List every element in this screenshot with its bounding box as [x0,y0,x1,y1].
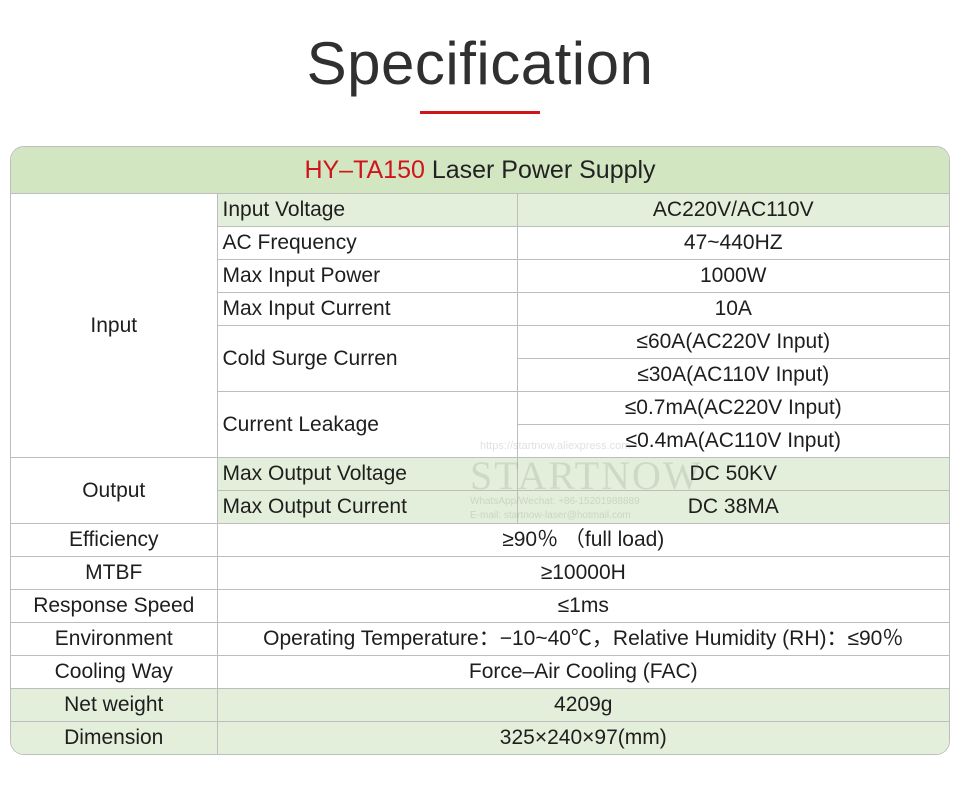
table-row: Cooling Way Force–Air Cooling (FAC) [11,655,949,689]
param-max-input-power: Max Input Power [217,259,518,293]
param-current-leakage: Current Leakage [217,391,518,458]
category-output: Output [11,457,218,524]
table-row: Net weight 4209g [11,688,949,722]
param-max-output-voltage: Max Output Voltage [216,457,518,491]
value-environment: Operating Temperature：−10~40℃，Relative H… [216,622,949,656]
label-environment: Environment [11,622,218,656]
table-row: Cold Surge Curren ≤60A(AC220V Input) [11,325,949,392]
value-current-leakage-110: ≤0.4mA(AC110V Input) [517,424,949,458]
table-caption: HY–TA150 Laser Power Supply [11,147,949,194]
table-row: ≤0.4mA(AC110V Input) [11,424,949,458]
title-underline [420,111,540,114]
value-dimension: 325×240×97(mm) [216,721,949,754]
table-row: MTBF ≥10000H [11,556,949,590]
value-response-speed: ≤1ms [216,589,949,623]
table-row: Input Input Voltage AC220V/AC110V [11,194,949,458]
value-cooling-way: Force–Air Cooling (FAC) [216,655,949,689]
caption-model: HY–TA150 [304,156,425,184]
value-ac-frequency: 47~440HZ [516,226,949,260]
value-max-output-voltage: DC 50KV [516,457,949,491]
label-response-speed: Response Speed [11,589,218,623]
value-cold-surge-110: ≤30A(AC110V Input) [517,358,949,392]
spec-table: HY–TA150 Laser Power Supply Input Input … [10,146,950,755]
label-net-weight: Net weight [11,688,218,722]
value-max-output-current: DC 38MA [516,490,949,524]
table-row: Max Input Power 1000W [11,259,949,293]
value-cold-surge-220: ≤60A(AC220V Input) [516,325,949,359]
page-title: Specification [306,30,654,97]
param-input-voltage: Input Voltage [216,194,518,227]
table-row: Environment Operating Temperature：−10~40… [11,622,949,656]
label-cooling-way: Cooling Way [11,655,218,689]
table-row: Dimension 325×240×97(mm) [11,721,949,754]
label-dimension: Dimension [11,721,218,754]
param-max-output-current: Max Output Current [217,490,518,524]
value-efficiency: ≥90％ （full load) [216,523,949,557]
value-max-input-power: 1000W [516,259,949,293]
value-mtbf: ≥10000H [216,556,949,590]
category-input: Input [11,194,218,458]
value-current-leakage-220: ≤0.7mA(AC220V Input) [516,391,949,425]
table-row: Output Max Output Voltage DC 50KV [11,457,949,524]
table-row: AC Frequency 47~440HZ [11,226,949,260]
table-row: Current Leakage ≤0.7mA(AC220V Input) [11,391,949,458]
label-efficiency: Efficiency [11,523,218,557]
table-row: ≤30A(AC110V Input) [11,358,949,392]
caption-name: Laser Power Supply [424,156,656,184]
table-row: Max Output Current DC 38MA [11,490,949,524]
label-mtbf: MTBF [11,556,218,590]
param-ac-frequency: AC Frequency [217,226,518,260]
param-max-input-current: Max Input Current [217,292,518,326]
value-net-weight: 4209g [216,688,949,722]
table-row: Efficiency ≥90％ （full load) [11,523,949,557]
value-max-input-current: 10A [516,292,949,326]
param-cold-surge: Cold Surge Curren [217,325,518,392]
spec-grid: Input Input Voltage AC220V/AC110V AC Fre… [11,194,949,754]
table-row: Response Speed ≤1ms [11,589,949,623]
value-input-voltage: AC220V/AC110V [516,194,949,227]
